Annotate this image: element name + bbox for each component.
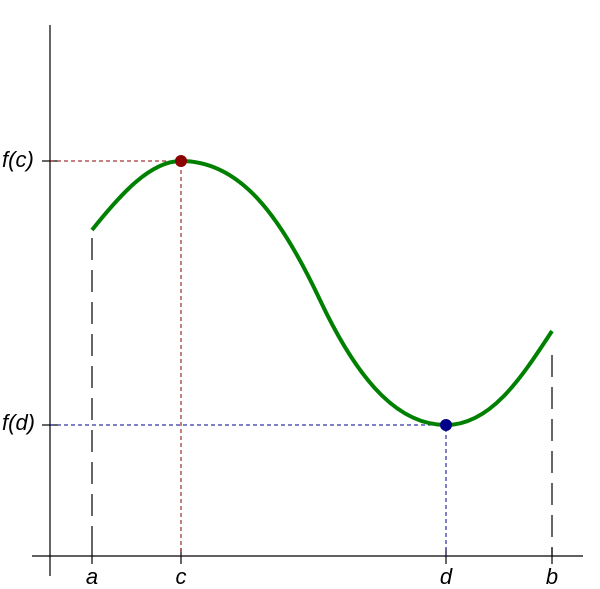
x-label: a: [86, 564, 98, 589]
y-label: f(d): [2, 410, 35, 435]
min-guide: [50, 424, 447, 556]
function-curve: [90, 158, 554, 428]
y-label: f(c): [2, 147, 34, 172]
min-point: [440, 419, 452, 431]
x-label: c: [176, 564, 187, 589]
max-guide: [50, 160, 182, 556]
x-label: d: [440, 564, 453, 589]
max-point: [175, 155, 187, 167]
x-label: b: [546, 564, 558, 589]
